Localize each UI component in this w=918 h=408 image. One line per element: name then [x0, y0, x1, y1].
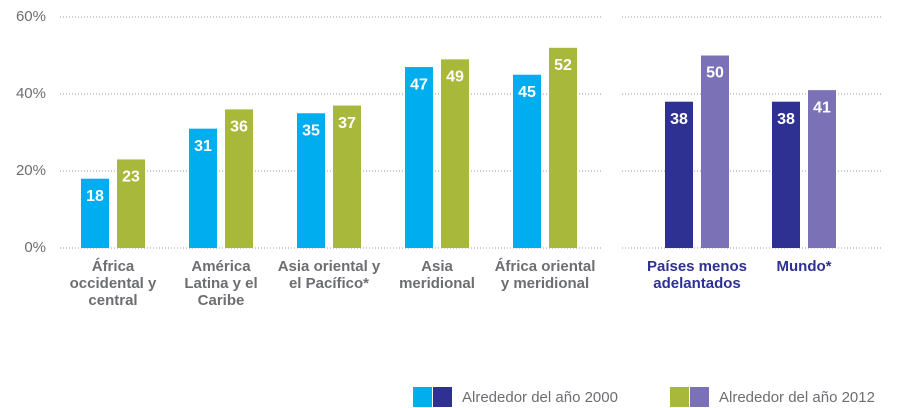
legend-label: Alrededor del año 2000 [462, 389, 618, 406]
legend-swatch [670, 387, 689, 407]
value-label: 41 [813, 99, 831, 116]
bar [665, 101, 693, 248]
bar [513, 74, 541, 248]
bar [225, 109, 253, 249]
bar [81, 178, 109, 248]
bar [441, 59, 469, 248]
value-label: 52 [554, 57, 572, 74]
value-label: 35 [302, 122, 320, 139]
x-tick-label: Países menos adelantados [646, 258, 748, 292]
y-tick-label: 60% [16, 8, 46, 25]
bar [333, 105, 361, 248]
legend-swatch [690, 387, 709, 407]
value-label: 45 [518, 84, 536, 101]
bar [405, 67, 433, 248]
value-label: 36 [230, 119, 248, 136]
bar [701, 55, 729, 248]
value-label: 18 [86, 188, 104, 205]
value-label: 37 [338, 115, 356, 132]
legend-swatch [413, 387, 432, 407]
y-tick-label: 20% [16, 162, 46, 179]
x-tick-label: África oriental y meridional [494, 258, 596, 292]
value-label: 49 [446, 69, 464, 86]
value-label: 31 [194, 138, 212, 155]
bar [549, 47, 577, 248]
bar [808, 90, 836, 249]
value-label: 47 [410, 76, 428, 93]
value-label: 50 [706, 65, 724, 82]
y-tick-label: 0% [24, 239, 46, 256]
value-label: 38 [670, 111, 688, 128]
x-tick-label: Asia oriental y el Pacífico* [277, 258, 381, 292]
x-tick-label: Mundo* [776, 258, 832, 275]
value-label: 38 [777, 111, 795, 128]
bar [772, 101, 800, 248]
x-tick-label: América Latina y el Caribe [184, 258, 258, 309]
bar [117, 159, 145, 248]
y-tick-label: 40% [16, 85, 46, 102]
bar [189, 128, 217, 248]
x-tick-label: Asia meridional [399, 258, 475, 292]
bar [297, 113, 325, 248]
value-label: 23 [122, 169, 140, 186]
legend-label: Alrededor del año 2012 [719, 389, 875, 406]
legend-swatch [433, 387, 452, 407]
x-tick-label: África occidental y central [69, 258, 157, 309]
